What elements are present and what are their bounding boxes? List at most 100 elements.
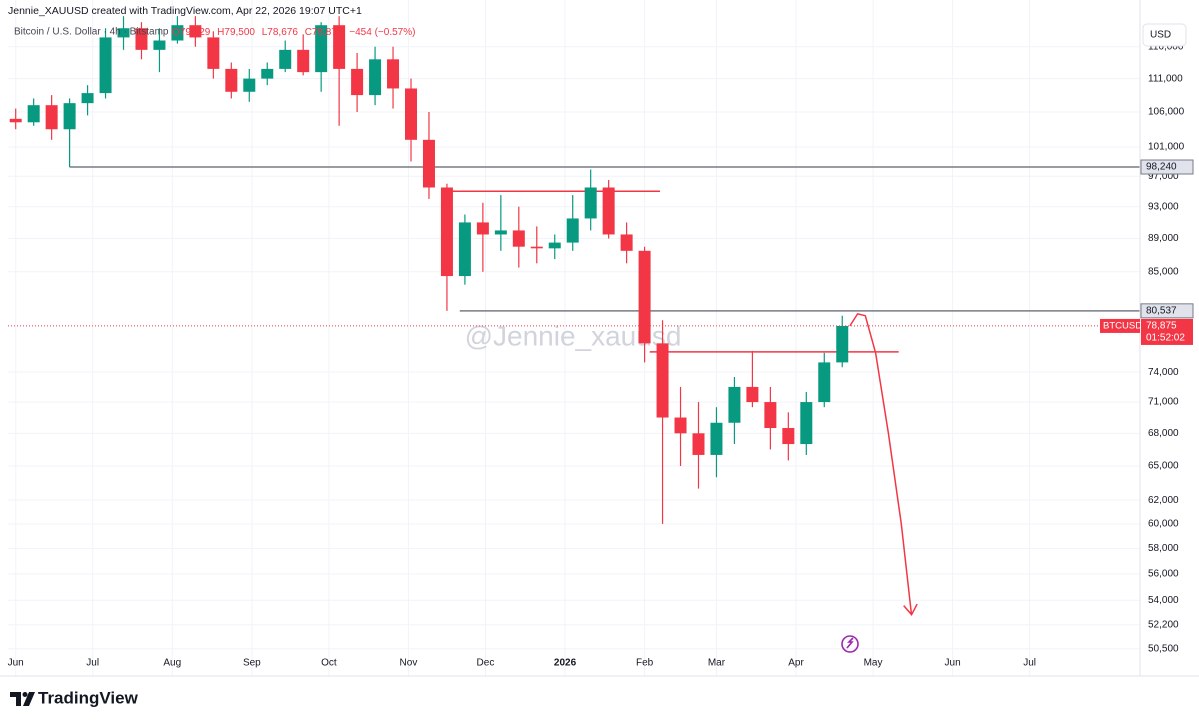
candle-body <box>27 105 40 123</box>
candle-body <box>369 59 382 96</box>
y-tick-label: 89,000 <box>1148 233 1179 244</box>
y-tick-label: 58,000 <box>1148 543 1179 554</box>
currency-button[interactable] <box>1142 23 1187 47</box>
candle-body <box>728 386 741 423</box>
candle-body <box>458 222 471 277</box>
icon <box>841 635 859 653</box>
y-tick-label: 116,000 <box>1148 41 1184 52</box>
candle-body <box>117 28 130 38</box>
candle-body <box>692 433 705 455</box>
x-tick-label: Apr <box>788 658 804 669</box>
x-tick-label: Dec <box>477 658 495 669</box>
candle-body <box>476 222 489 235</box>
x-tick-label: Jul <box>86 658 99 669</box>
candle-body <box>422 139 435 188</box>
candle-body <box>99 37 112 94</box>
candle-body <box>512 230 525 247</box>
candle-body <box>9 118 22 123</box>
candle-body <box>189 25 202 38</box>
projection-path <box>849 313 913 615</box>
y-tick-label: 52,200 <box>1148 619 1179 630</box>
x-tick-label: Oct <box>321 658 337 669</box>
quote-high: H79,500 <box>217 27 255 38</box>
candle-body <box>333 25 346 69</box>
brand-logo <box>10 692 35 706</box>
axes: 50,500 52,200 54,000 56,000 58,000 60,000 62,0… <box>8 41 1194 669</box>
level-price-label: 98,240 <box>1146 162 1177 173</box>
candle-body <box>782 428 795 445</box>
x-tick-label: Sep <box>243 658 261 669</box>
candle-body <box>261 68 274 79</box>
candle-body <box>315 25 328 73</box>
candle-body <box>602 187 615 235</box>
candle-body <box>620 234 633 251</box>
x-tick-label: Jun <box>945 658 961 669</box>
candle-body <box>81 93 94 104</box>
candle-body <box>656 343 669 418</box>
symbol-tag: BTCUSD <box>1103 320 1142 331</box>
candle-body <box>800 402 813 445</box>
candle-body <box>638 250 651 344</box>
x-tick-label: Nov <box>400 658 418 669</box>
candle-body <box>710 422 723 455</box>
last-price-label: 78,875 <box>1146 321 1177 332</box>
countdown: 01:52:02 <box>1146 333 1185 344</box>
x-tick-label: Mar <box>708 658 726 669</box>
candle-body <box>225 68 238 92</box>
quote-low: L78,676 <box>262 27 299 38</box>
candle-body <box>63 103 76 130</box>
x-tick-label: May <box>864 658 883 669</box>
x-tick-label: Feb <box>636 658 654 669</box>
candle-body <box>171 25 184 41</box>
quote: O79,329 H79,500 L78,676 C78,875 −454 (−0… <box>172 27 415 38</box>
plot <box>8 16 1140 616</box>
candle-body <box>494 230 507 235</box>
candle-body <box>207 37 220 69</box>
candle-body <box>836 325 849 363</box>
x-tick-label: Jun <box>8 658 24 669</box>
x-tick-label: 2026 <box>554 658 577 669</box>
projection-arrowhead <box>903 603 918 616</box>
y-tick-label: 60,000 <box>1148 519 1179 530</box>
candle-body <box>440 187 453 277</box>
candle-body <box>279 49 292 69</box>
candle-body <box>135 28 148 50</box>
currency: USD <box>1150 30 1171 41</box>
candle-body <box>297 49 310 73</box>
y-tick-label: 62,000 <box>1148 495 1179 506</box>
quote-open: O79,329 <box>172 27 211 38</box>
y-tick-label: 74,000 <box>1148 367 1179 378</box>
candle-body <box>405 88 418 140</box>
level-price-box <box>1140 303 1194 319</box>
candle-body <box>530 246 543 249</box>
candle-body <box>746 386 759 403</box>
candle-body <box>818 362 831 403</box>
y-tick-label: 106,000 <box>1148 107 1185 118</box>
y-tick-label: 65,000 <box>1148 461 1179 472</box>
y-tick-label: 50,500 <box>1148 643 1179 654</box>
candle-body <box>548 242 561 249</box>
brand: TradingView <box>38 688 139 707</box>
symbol-tag-box <box>1100 318 1140 333</box>
quote-change: −454 (−0.57%) <box>349 27 415 38</box>
y-tick-label: 93,000 <box>1148 201 1179 212</box>
candle-body <box>566 218 579 243</box>
candle-body <box>45 105 58 130</box>
level-price-box <box>1140 159 1194 175</box>
y-tick-label: 56,000 <box>1148 569 1179 580</box>
y-tick-label: 101,000 <box>1148 142 1185 153</box>
symbol: Bitcoin / U.S. Dollar · 4h · Bitstamp <box>14 27 169 38</box>
y-tick-label: 54,000 <box>1148 595 1179 606</box>
quote-close: C78,875 <box>305 27 343 38</box>
last-price-box <box>1141 318 1193 345</box>
x-tick-label: Jul <box>1023 658 1036 669</box>
candle-body <box>351 68 364 96</box>
candle-body <box>584 187 597 219</box>
level-price-label: 80,537 <box>1146 305 1177 316</box>
y-tick-label: 97,000 <box>1148 171 1179 182</box>
x-tick-label: Aug <box>163 658 181 669</box>
candle-body <box>674 417 687 434</box>
y-tick-label: 85,000 <box>1148 266 1179 277</box>
